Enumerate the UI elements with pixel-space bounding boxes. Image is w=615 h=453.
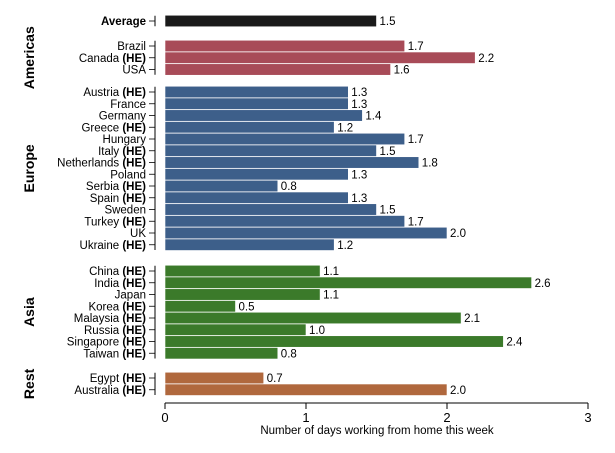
value-label-italy: 1.5: [380, 146, 396, 158]
value-label-egypt: 0.7: [267, 373, 283, 385]
bar-average: [164, 14, 377, 28]
category-label-india: India (HE): [94, 278, 146, 290]
bars-layer: [164, 14, 532, 396]
category-label-malaysia: Malaysia (HE): [74, 313, 146, 325]
bar-china: [164, 264, 321, 278]
category-label-hungary: Hungary: [103, 134, 147, 146]
value-label-china: 1.1: [323, 266, 339, 278]
category-label-netherlands: Netherlands (HE): [57, 158, 146, 170]
bar-uk: [164, 226, 448, 240]
group-label-europe: Europe: [21, 144, 37, 192]
category-label-serbia: Serbia (HE): [86, 181, 146, 193]
bar-netherlands: [164, 156, 420, 169]
category-label-poland: Poland: [110, 169, 146, 181]
value-label-australia: 2.0: [450, 385, 466, 397]
labels-layer: 1.5 Average 1.7 Brazil 2.2 Canada (HE) 1.6 USA A…: [21, 16, 551, 399]
category-label-taiwan: Taiwan (HE): [83, 348, 146, 360]
value-label-average: 1.5: [380, 16, 396, 28]
bar-italy: [164, 144, 377, 157]
value-label-greece: 1.2: [337, 122, 353, 134]
bar-austria: [164, 85, 349, 99]
x-axis: 0 1 2 3: [149, 15, 592, 425]
value-label-turkey: 1.7: [408, 216, 424, 228]
value-label-sweden: 1.5: [380, 205, 396, 217]
bar-australia: [164, 383, 448, 396]
value-label-taiwan: 0.8: [281, 348, 297, 360]
category-label-usa: USA: [122, 65, 146, 77]
bar-spain: [164, 191, 349, 204]
bar-singapore: [164, 335, 504, 348]
value-label-hungary: 1.7: [408, 134, 424, 146]
bar-greece: [164, 121, 335, 134]
x-tick-label: 2: [443, 410, 450, 425]
category-label-brazil: Brazil: [117, 41, 146, 53]
value-label-india: 2.6: [535, 278, 551, 290]
category-label-france: France: [110, 99, 146, 111]
bar-brazil: [164, 39, 405, 53]
bar-turkey: [164, 215, 405, 228]
x-tick-label: 3: [584, 410, 591, 425]
group-label-rest: Rest: [21, 368, 37, 399]
bar-russia: [164, 323, 307, 336]
category-label-average: Average: [101, 16, 146, 28]
bar-canada: [164, 51, 476, 64]
category-label-uk: UK: [130, 228, 146, 240]
value-label-france: 1.3: [351, 99, 367, 111]
bar-usa: [164, 63, 391, 76]
value-label-malaysia: 2.1: [464, 313, 480, 325]
x-tick-label: 0: [161, 410, 168, 425]
bar-korea: [164, 300, 236, 313]
bar-germany: [164, 109, 363, 122]
category-label-japan: Japan: [115, 290, 146, 302]
value-label-russia: 1.0: [309, 325, 325, 337]
x-tick-label: 1: [302, 410, 309, 425]
category-label-turkey: Turkey (HE): [84, 216, 146, 228]
bar-japan: [164, 288, 321, 301]
bar-france: [164, 97, 349, 110]
bar-serbia: [164, 179, 279, 193]
category-label-germany: Germany: [99, 111, 147, 123]
value-label-korea: 0.5: [239, 301, 255, 313]
value-label-uk: 2.0: [450, 228, 466, 240]
category-label-korea: Korea (HE): [88, 301, 146, 313]
category-label-sweden: Sweden: [104, 205, 146, 217]
value-label-japan: 1.1: [323, 290, 339, 302]
value-label-canada: 2.2: [478, 53, 494, 65]
bar-india: [164, 276, 532, 289]
bar-egypt: [164, 371, 264, 385]
category-label-egypt: Egypt (HE): [90, 373, 146, 385]
category-label-austria: Austria (HE): [83, 87, 146, 99]
value-label-poland: 1.3: [351, 169, 367, 181]
value-label-brazil: 1.7: [408, 41, 424, 53]
x-axis-label: Number of days working from home this we…: [260, 425, 494, 437]
value-label-austria: 1.3: [351, 87, 367, 99]
category-label-china: China (HE): [89, 266, 146, 278]
group-label-americas: Americas: [21, 26, 37, 89]
value-label-germany: 1.4: [365, 111, 382, 123]
group-label-asia: Asia: [21, 297, 37, 327]
bar-taiwan: [164, 347, 279, 360]
category-label-spain: Spain (HE): [90, 193, 146, 205]
category-label-ukraine: Ukraine (HE): [80, 240, 147, 252]
bar-hungary: [164, 132, 405, 146]
bar-poland: [164, 168, 349, 181]
value-label-singapore: 2.4: [506, 337, 523, 349]
category-label-canada: Canada (HE): [79, 53, 146, 65]
bar-malaysia: [164, 311, 462, 325]
value-label-spain: 1.3: [351, 193, 367, 205]
category-label-australia: Australia (HE): [74, 385, 146, 397]
category-label-italy: Italy (HE): [98, 146, 146, 158]
bar-ukraine: [164, 238, 335, 251]
value-label-ukraine: 1.2: [337, 240, 353, 252]
bar-sweden: [164, 203, 377, 216]
category-label-russia: Russia (HE): [84, 325, 146, 337]
category-label-greece: Greece (HE): [81, 122, 146, 134]
value-label-usa: 1.6: [394, 65, 410, 77]
value-label-netherlands: 1.8: [422, 158, 438, 170]
value-label-serbia: 0.8: [281, 181, 297, 193]
category-label-singapore: Singapore (HE): [67, 337, 146, 349]
